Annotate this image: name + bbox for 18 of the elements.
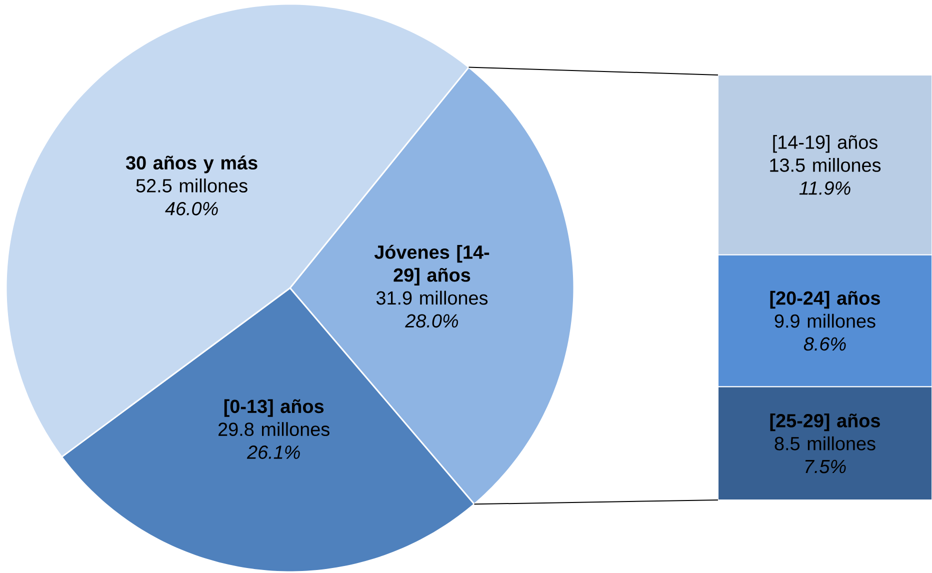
- slice-label: [0-13] años: [224, 399, 324, 417]
- data-label: 9.9 millones: [774, 314, 876, 328]
- slice-label: 30 años y más: [126, 155, 258, 174]
- data-label: 8.5 millones: [774, 436, 876, 450]
- slice-label: Jóvenes [14-29] años: [374, 244, 490, 286]
- text: 46.0%: [165, 202, 218, 216]
- data-label: 31.9 millones: [376, 290, 488, 305]
- annotation: 7.5%: [805, 460, 846, 474]
- series-label: [14-19] años: [773, 135, 878, 153]
- data-label: 52.5 millones: [136, 178, 248, 192]
- data-label: 29.8 millones: [218, 422, 330, 436]
- data-label: 13.5 millones: [770, 158, 881, 172]
- text: 26.1%: [246, 446, 300, 459]
- series-label: [25-29] años: [770, 414, 880, 432]
- annotation: 8.6%: [804, 337, 846, 351]
- series-label: [20-24] años: [770, 290, 880, 309]
- annotation: 11.9%: [799, 181, 850, 195]
- text: 28.0%: [405, 314, 458, 328]
